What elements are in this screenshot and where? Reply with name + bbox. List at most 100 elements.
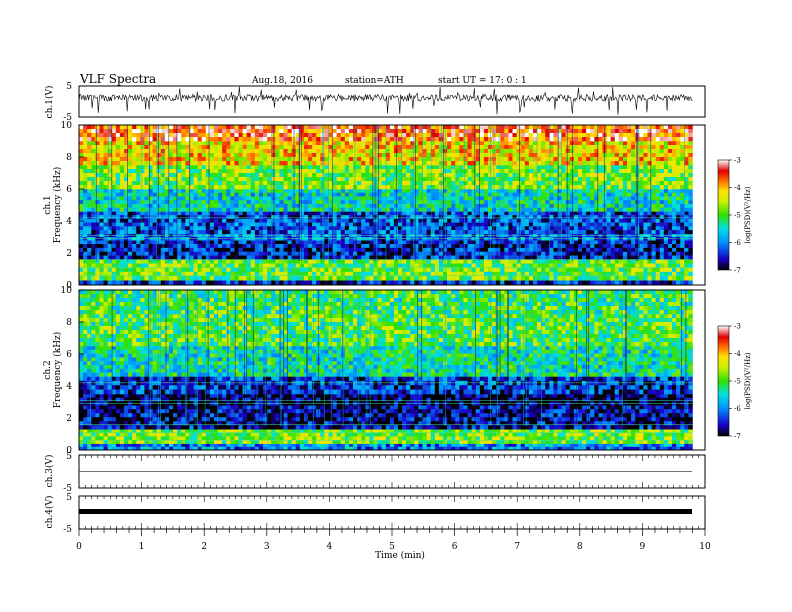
spectrogram-cell — [213, 280, 219, 286]
spectrogram-cell — [312, 211, 317, 216]
spectrogram-cell — [467, 271, 472, 277]
spectrogram-cell — [267, 192, 272, 197]
spectrogram-cell — [152, 251, 158, 256]
spectrogram-cell — [684, 222, 689, 227]
spectrogram-cell — [136, 141, 141, 146]
spectrogram-cell — [528, 192, 534, 197]
spectrogram-cell — [618, 211, 624, 216]
spectrogram-cell — [242, 211, 247, 216]
spectrogram-cell — [528, 276, 534, 281]
spectrogram-cell — [271, 211, 276, 216]
spectrogram-cell — [676, 244, 681, 249]
spectrogram-cell — [144, 215, 149, 220]
spectrogram-cell — [557, 215, 562, 220]
spectrogram-cell — [520, 177, 526, 182]
spectrogram-cell — [594, 251, 599, 256]
spectrogram-cell — [83, 259, 88, 264]
spectrogram-cell — [250, 211, 256, 216]
spectrogram-cell — [447, 173, 452, 178]
spectrogram-cell — [123, 203, 129, 208]
spectrogram-cell — [103, 263, 108, 269]
spectrogram-cell — [516, 211, 522, 216]
spectrogram-cell — [631, 200, 636, 205]
spectrogram-cell — [119, 251, 125, 256]
spectrogram-cell — [483, 222, 489, 227]
spectrogram-cell — [532, 145, 538, 150]
spectrogram-cell — [173, 177, 178, 182]
spectrogram-cell — [279, 185, 284, 190]
spectrogram-cell — [201, 169, 207, 174]
spectrogram-cell — [218, 251, 223, 256]
spectrogram-cell — [312, 185, 317, 190]
spectrogram-cell — [357, 181, 362, 186]
spectrogram-cell — [299, 226, 305, 231]
spectrogram-cell — [655, 215, 661, 220]
spectrogram-cell — [238, 177, 243, 182]
spectrogram-cell — [512, 169, 517, 174]
spectrogram-cell — [250, 196, 256, 201]
spectrogram-cell — [492, 169, 497, 174]
spectrogram-cell — [258, 255, 264, 260]
spectrogram-cell — [471, 169, 477, 174]
spectrogram-cell — [365, 244, 370, 249]
spectrogram-cell — [132, 173, 137, 178]
spectrogram-cell — [557, 255, 562, 260]
spectrogram-cell — [340, 189, 346, 194]
spectrogram-cell — [87, 263, 92, 269]
spectrogram-cell — [344, 267, 350, 273]
spectrogram-cell — [467, 267, 472, 273]
spectrogram-cell — [222, 196, 227, 201]
station-label: station=ATH — [345, 76, 404, 86]
spectrogram-cell — [520, 267, 526, 273]
spectrogram-cell — [271, 271, 276, 277]
spectrogram-cell — [447, 207, 452, 212]
spectrogram-cell — [434, 145, 440, 150]
spectrogram-cell — [148, 255, 153, 260]
spectrogram-cell — [389, 215, 395, 220]
spectrogram-cell — [410, 189, 415, 194]
spectrogram-cell — [99, 203, 104, 208]
spectrogram-cell — [173, 280, 178, 286]
spectrogram-cell — [459, 189, 464, 194]
spectrogram-cell — [500, 251, 505, 256]
spectrogram-cell — [680, 247, 685, 253]
spectrogram-cell — [557, 267, 562, 273]
spectrogram-cell — [667, 192, 673, 197]
spectrogram-cell — [500, 207, 505, 212]
spectrogram-cell — [242, 255, 247, 260]
spectrogram-cell — [242, 271, 247, 277]
spectrogram-cell — [181, 255, 186, 260]
spectrogram-cell — [267, 185, 272, 190]
spectrogram-cell — [676, 215, 681, 220]
spectrogram-cell — [185, 203, 190, 208]
spectrogram-cell — [549, 230, 554, 235]
spectrogram-cell — [667, 271, 673, 277]
spectrogram-cell — [504, 280, 509, 286]
spectrogram-cell — [622, 169, 628, 174]
spectrogram-cell — [659, 141, 665, 146]
spectrogram-cell — [119, 255, 125, 260]
spectrogram-cell — [316, 226, 321, 231]
spectrogram-cell — [340, 240, 346, 245]
spectrogram-cell — [406, 244, 411, 249]
spectrogram-cell — [520, 145, 526, 150]
spectrogram-cell — [598, 244, 603, 249]
spectrogram-cell — [532, 271, 538, 277]
spectrogram-cell — [410, 165, 415, 170]
spectrogram-cell — [639, 218, 644, 223]
spectrogram-cell — [496, 169, 501, 174]
spectrogram-cell — [99, 200, 104, 205]
spectrogram-cell — [226, 247, 231, 253]
spectrogram-cell — [357, 173, 362, 178]
spectrogram-cell — [226, 240, 231, 245]
spectrogram-cell — [369, 207, 374, 212]
spectrogram-cell — [569, 218, 575, 223]
spectrogram-cell — [655, 185, 661, 190]
spectrogram-cell — [132, 244, 137, 249]
spectrogram-cell — [676, 145, 681, 150]
spectrogram-cell — [373, 251, 378, 256]
spectrogram-cell — [115, 203, 121, 208]
spectrogram-cell — [577, 200, 583, 205]
spectrogram-cell — [508, 196, 513, 201]
spectrogram-cell — [316, 222, 321, 227]
